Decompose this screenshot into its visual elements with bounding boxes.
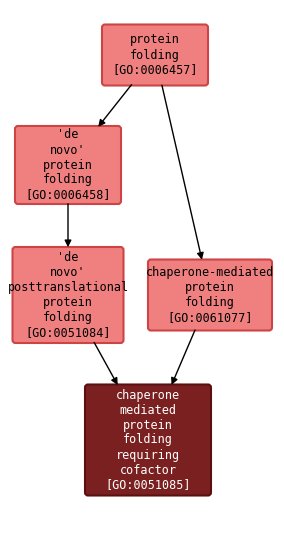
Text: chaperone
mediated
protein
folding
requiring
cofactor
[GO:0051085]: chaperone mediated protein folding requi…: [105, 389, 191, 491]
Text: protein
folding
[GO:0006457]: protein folding [GO:0006457]: [112, 34, 198, 76]
FancyBboxPatch shape: [102, 25, 208, 85]
Text: 'de
novo'
protein
folding
[GO:0006458]: 'de novo' protein folding [GO:0006458]: [25, 129, 111, 201]
Text: 'de
novo'
posttranslational
protein
folding
[GO:0051084]: 'de novo' posttranslational protein fold…: [7, 251, 129, 339]
FancyBboxPatch shape: [12, 247, 124, 343]
FancyBboxPatch shape: [148, 260, 272, 331]
Text: chaperone-mediated
protein
folding
[GO:0061077]: chaperone-mediated protein folding [GO:0…: [146, 266, 274, 324]
FancyBboxPatch shape: [85, 384, 211, 496]
FancyBboxPatch shape: [15, 126, 121, 204]
